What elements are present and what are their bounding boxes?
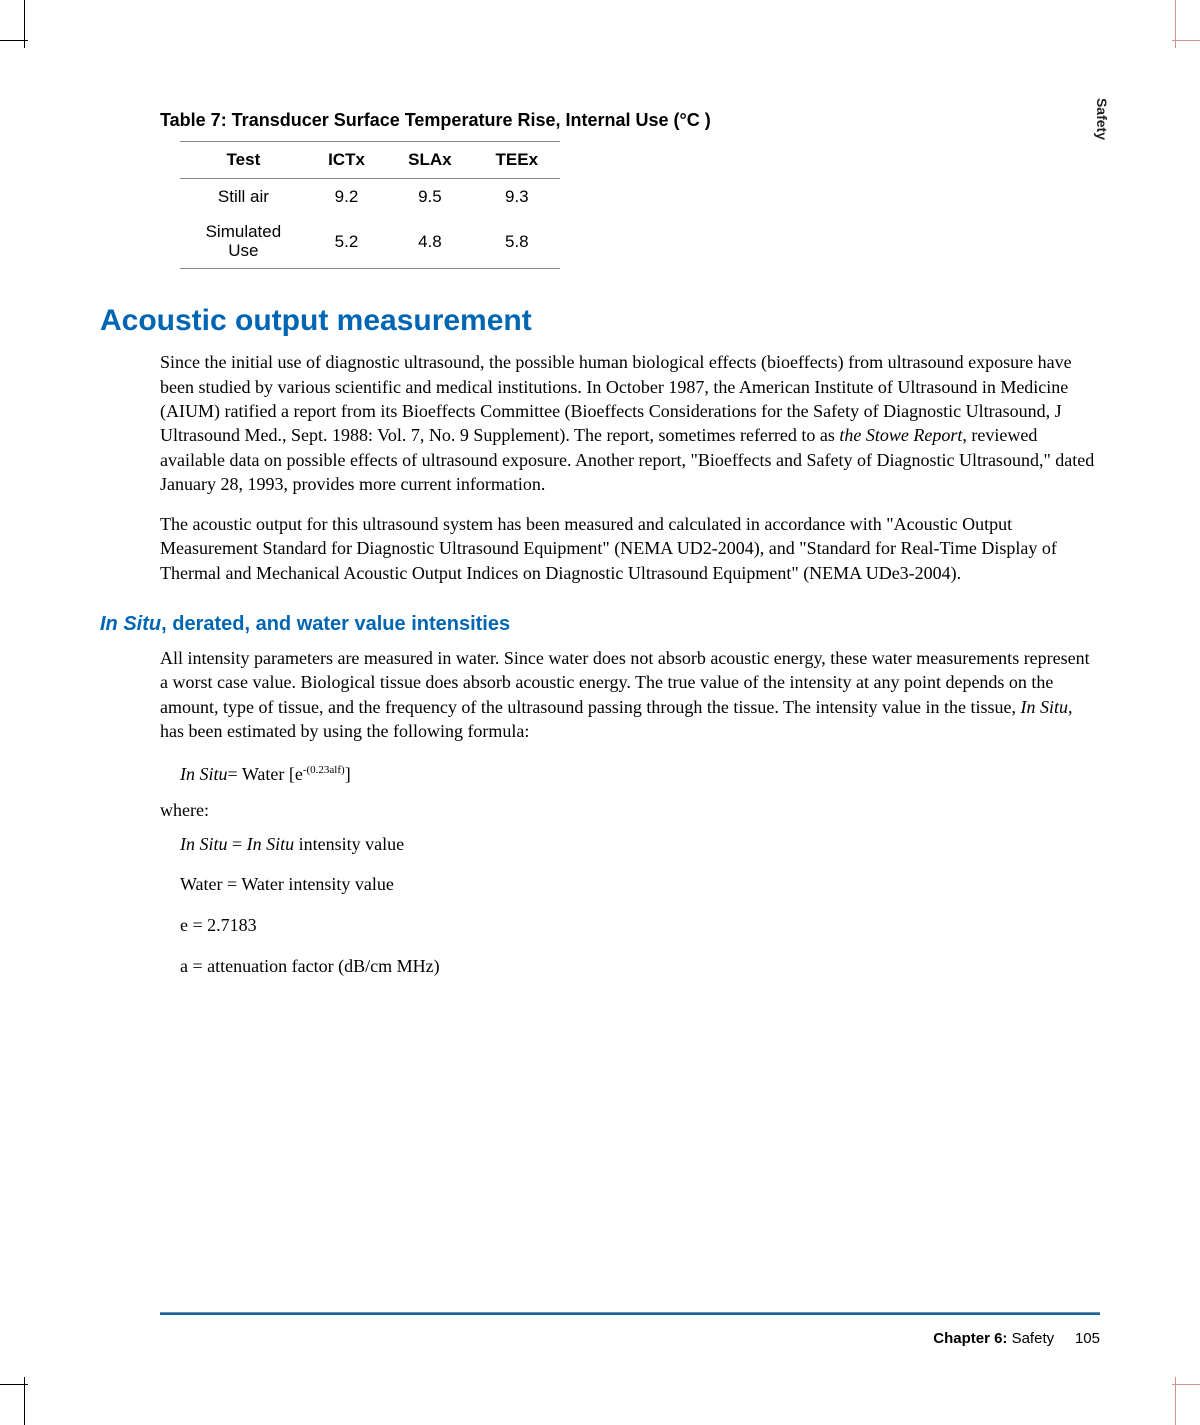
table-caption: Table 7: Transducer Surface Temperature … [160,110,1100,131]
footer-page-number: 105 [1075,1330,1100,1347]
col-header: Test [180,142,307,179]
italic-text: the Stowe Report [839,425,962,445]
definition: Water = Water intensity value [180,869,1100,900]
formula: In Situ= Water [e-(0.23alf)] [180,759,1100,790]
body-paragraph: The acoustic output for this ultrasound … [160,512,1100,585]
cell: 9.3 [474,179,560,216]
cell: 4.8 [386,215,473,269]
col-header: TEEx [474,142,560,179]
table-row: SimulatedUse 5.2 4.8 5.8 [180,215,560,269]
footer-rule [160,1312,1100,1315]
where-label: where: [160,800,1100,821]
definition: e = 2.7183 [180,910,1100,941]
cell: Still air [180,179,307,216]
crop-mark [1172,1384,1200,1385]
italic-text: In Situ [100,613,161,635]
section-heading: Acoustic output measurement [100,304,1100,338]
formula-superscript: -(0.23alf) [303,764,345,776]
col-header: ICTx [307,142,386,179]
text: intensity value [294,834,404,854]
page-content: Safety Table 7: Transducer Surface Tempe… [100,60,1100,1365]
table-header-row: Test ICTx SLAx TEEx [180,142,560,179]
side-tab-label: Safety [1094,98,1110,140]
cell: 9.5 [386,179,473,216]
page-footer: Chapter 6: Safety 105 [933,1330,1100,1347]
definition: a = attenuation factor (dB/cm MHz) [180,951,1100,982]
body-paragraph: Since the initial use of diagnostic ultr… [160,350,1100,496]
italic-text: In Situ [247,834,295,854]
table-row: Still air 9.2 9.5 9.3 [180,179,560,216]
cell: 5.2 [307,215,386,269]
temperature-table: Test ICTx SLAx TEEx Still air 9.2 9.5 9.… [180,141,560,269]
italic-text: In Situ [180,834,228,854]
definition: In Situ = In Situ intensity value [180,829,1100,860]
text: All intensity parameters are measured in… [160,648,1090,717]
formula-lhs: In Situ [180,764,228,784]
cell: 9.2 [307,179,386,216]
body-paragraph: All intensity parameters are measured in… [160,646,1100,743]
footer-title: Safety [1007,1330,1054,1347]
cell: SimulatedUse [180,215,307,269]
text: , derated, and water value intensities [161,613,510,635]
col-header: SLAx [386,142,473,179]
subsection-heading: In Situ, derated, and water value intens… [100,613,1100,636]
text: = [228,834,247,854]
formula-text: = Water [e [228,764,303,784]
cell: 5.8 [474,215,560,269]
crop-mark [1172,40,1200,41]
footer-chapter: Chapter 6: [933,1330,1007,1347]
italic-text: In Situ [1021,697,1069,717]
formula-text: ] [345,764,351,784]
